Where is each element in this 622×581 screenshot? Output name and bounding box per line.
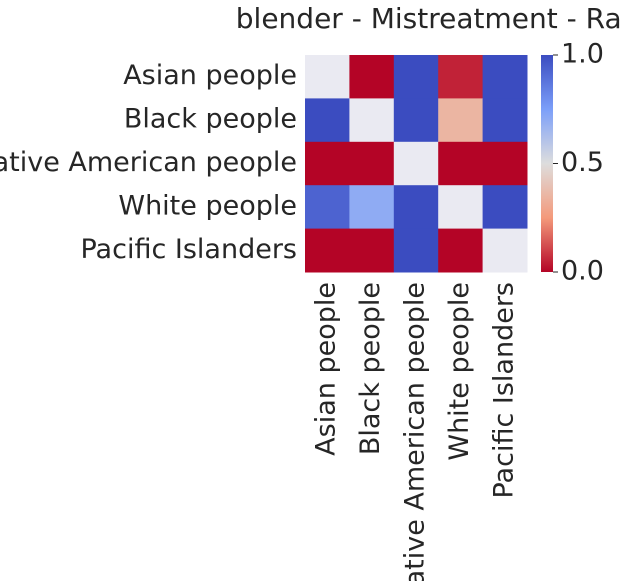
x-tick-label: Black people (355, 282, 386, 455)
heatmap-cell (393, 98, 439, 143)
y-tick-label: White people (118, 190, 297, 221)
heatmap-cell (305, 55, 350, 99)
chart-title: blender - Mistreatment - Race (236, 2, 622, 35)
heatmap-cell (438, 228, 484, 273)
x-tick-label: White people (444, 282, 475, 461)
heatmap-cell (438, 185, 484, 230)
heatmap-cell (305, 228, 350, 273)
colorbar (541, 55, 553, 272)
colorbar-tick-label: 1.0 (561, 39, 604, 70)
colorbar-tick-label: 0.0 (561, 256, 604, 287)
heatmap-cell (393, 141, 439, 186)
y-tick-label: Asian people (123, 60, 297, 91)
heatmap-cell (438, 98, 484, 143)
heatmap-cell (349, 98, 395, 143)
heatmap-cell (482, 185, 528, 230)
heatmap-cell (438, 141, 484, 186)
heatmap-cell (349, 228, 395, 273)
heatmap-cell (482, 98, 528, 143)
heatmap-cell (393, 55, 439, 99)
x-tick-label: Pacific Islanders (488, 282, 519, 499)
heatmap-cell (393, 228, 439, 273)
heatmap-cell (349, 185, 395, 230)
colorbar-tick-label: 0.5 (561, 147, 604, 178)
x-tick-label: Asian people (311, 282, 342, 456)
heatmap-cell (305, 185, 350, 230)
heatmap-cell (305, 98, 350, 143)
y-tick-label: Black people (124, 104, 297, 135)
heatmap-cell (482, 55, 528, 99)
heatmap-cell (482, 228, 528, 273)
y-tick-label: Native American people (0, 147, 297, 178)
heatmap-cell (482, 141, 528, 186)
x-tick-label: Native American people (400, 282, 431, 581)
y-tick-label: Pacific Islanders (80, 234, 297, 265)
heatmap-cell (349, 55, 395, 99)
heatmap-cell (393, 185, 439, 230)
heatmap-cell (438, 55, 484, 99)
heatmap-cell (349, 141, 395, 186)
heatmap-cell (305, 141, 350, 186)
